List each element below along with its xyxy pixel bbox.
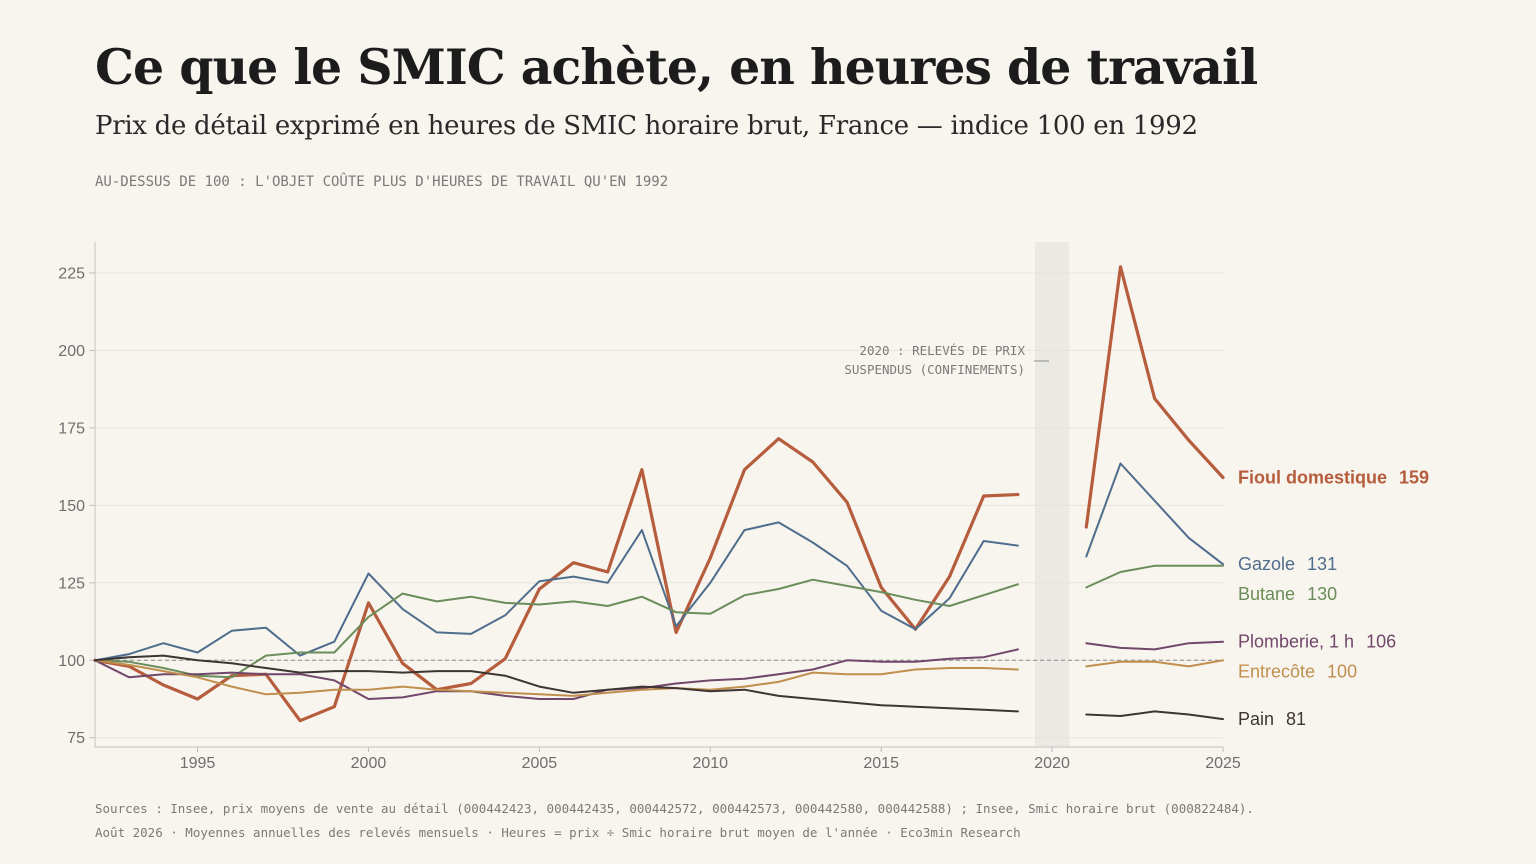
y-tick-label-100: 100 — [58, 653, 85, 670]
series-labels: Fioul domestique 159 Gazole 131 Butane 130 Plo… — [1238, 467, 1429, 729]
series-label-name: Pain — [1238, 709, 1274, 729]
series-label-name: Entrecôte — [1238, 662, 1315, 682]
x-tick-label-2020: 2020 — [1034, 755, 1070, 772]
series-label-plomberie-1-h: Plomberie, 1 h 106 — [1238, 632, 1396, 652]
x-tick-label-2000: 2000 — [351, 755, 387, 772]
x-tick-label-2010: 2010 — [692, 755, 728, 772]
gap-band — [1035, 242, 1070, 747]
series-label-value: 159 — [1399, 467, 1429, 487]
series-line-fioul-domestique-seg1 — [93, 437, 1020, 723]
series-line-pain-seg2 — [1085, 710, 1224, 721]
y-tick-label-150: 150 — [58, 498, 85, 515]
annotation-line-1: 2020 : RELEVÉS DE PRIX — [859, 343, 1025, 358]
series-line-fioul-domestique-seg2 — [1084, 265, 1225, 529]
series-label-value: 100 — [1327, 662, 1357, 682]
sources-footer: Sources : Insee, prix moyens de vente au… — [95, 797, 1254, 845]
x-tick-label-1995: 1995 — [180, 755, 216, 772]
series-label-entrec-te: Entrecôte 100 — [1238, 662, 1357, 682]
page-title: Ce que le SMIC achète, en heures de trav… — [95, 38, 1258, 96]
y-tick-label-125: 125 — [58, 575, 85, 592]
series-label-pain: Pain 81 — [1238, 709, 1306, 729]
annotation-line-2: SUSPENDUS (CONFINEMENTS) — [844, 362, 1025, 377]
series-layer — [93, 265, 1225, 723]
series-label-butane: Butane 130 — [1238, 584, 1337, 604]
series-label-name: Butane — [1238, 584, 1295, 604]
series-line-plomberie-1-h-seg2 — [1085, 640, 1224, 651]
y-tick-label-225: 225 — [58, 265, 85, 282]
page-subtitle: Prix de détail exprimé en heures de SMIC… — [95, 111, 1198, 141]
series-line-entrec-te-seg1 — [94, 659, 1019, 697]
y-tick-label-200: 200 — [58, 343, 85, 360]
series-label-name: Fioul domestique — [1238, 467, 1387, 487]
series-line-plomberie-1-h-seg1 — [94, 648, 1019, 700]
series-label-value: 81 — [1286, 709, 1306, 729]
series-label-value: 131 — [1307, 554, 1337, 574]
y-tick-label-75: 75 — [67, 730, 85, 747]
series-label-value: 106 — [1366, 632, 1396, 652]
line-chart: 75 100 125 150 175 200 225 1995 2000 2005 2010 2015… — [58, 242, 1429, 772]
series-label-gazole: Gazole 131 — [1238, 554, 1337, 574]
series-line-gazole-seg2 — [1085, 462, 1224, 566]
annotation: 2020 : RELEVÉS DE PRIX SUSPENDUS (CONFIN… — [844, 343, 1049, 377]
series-label-fioul-domestique: Fioul domestique 159 — [1238, 467, 1429, 487]
series-label-name: Gazole — [1238, 554, 1295, 574]
series-line-butane-seg2 — [1085, 564, 1224, 589]
axis-layer: 75 100 125 150 175 200 225 1995 2000 2005 2010 2015… — [58, 242, 1241, 772]
series-line-pain-seg1 — [94, 654, 1019, 713]
chart-note: AU-DESSUS DE 100 : L'OBJET COÛTE PLUS D'… — [95, 174, 669, 190]
series-label-value: 130 — [1307, 584, 1337, 604]
y-tick-label-175: 175 — [58, 420, 85, 437]
x-tick-label-2025: 2025 — [1205, 755, 1241, 772]
sources-line-2: Août 2026 · Moyennes annuelles des relev… — [95, 825, 1021, 840]
series-label-name: Plomberie, 1 h — [1238, 632, 1354, 652]
x-tick-label-2015: 2015 — [863, 755, 899, 772]
series-line-entrec-te-seg2 — [1085, 659, 1224, 668]
sources-line-1: Sources : Insee, prix moyens de vente au… — [95, 801, 1254, 816]
x-tick-label-2005: 2005 — [522, 755, 558, 772]
